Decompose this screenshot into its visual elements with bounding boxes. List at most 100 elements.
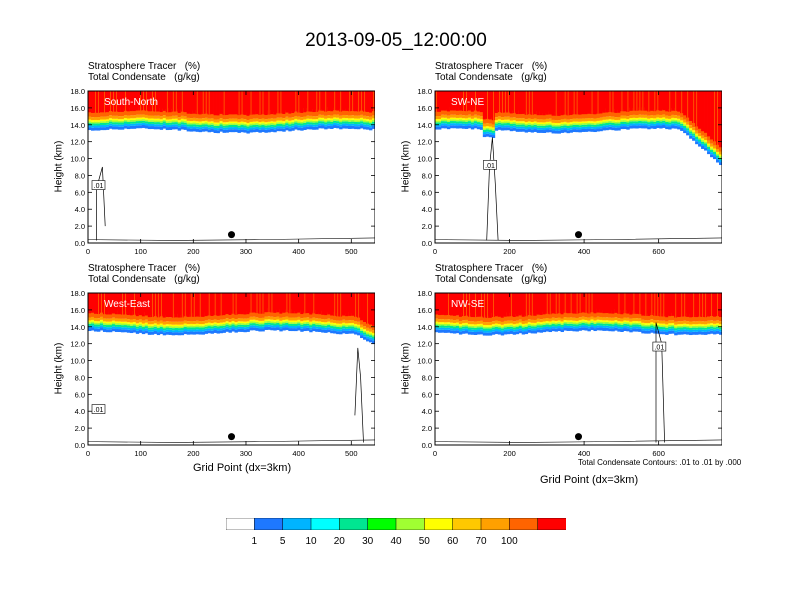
tracer-cell bbox=[512, 123, 517, 126]
tracer-cell bbox=[593, 322, 597, 324]
tracer-cell bbox=[572, 317, 576, 321]
tracer-cell bbox=[488, 315, 493, 323]
tracer-cell bbox=[569, 129, 573, 133]
y-tick-label: 4.0 bbox=[422, 407, 432, 416]
tracer-cell bbox=[560, 127, 564, 130]
tracer-cell bbox=[452, 326, 457, 329]
tracer-cell bbox=[225, 125, 229, 128]
tracer-cell bbox=[213, 324, 217, 326]
tracer-cell bbox=[707, 329, 711, 332]
tracer-cell bbox=[279, 322, 283, 325]
tracer-cell bbox=[572, 126, 576, 130]
tracer-cell bbox=[279, 122, 283, 125]
tracer-cell bbox=[138, 114, 143, 118]
tracer-cell bbox=[234, 124, 238, 128]
tracer-cell bbox=[518, 330, 523, 334]
tracer-cell bbox=[674, 118, 678, 120]
tracer-cell bbox=[219, 91, 223, 114]
tracer-cell bbox=[306, 327, 310, 331]
tracer-cell bbox=[461, 115, 466, 119]
tracer-cell bbox=[159, 323, 164, 326]
tracer-cell bbox=[276, 126, 280, 129]
ground-contour bbox=[434, 439, 722, 443]
tracer-cell bbox=[500, 332, 505, 336]
tracer-cell bbox=[470, 327, 475, 330]
tracer-cell bbox=[153, 126, 158, 130]
tracer-cell bbox=[213, 130, 217, 133]
tracer-cell bbox=[440, 293, 445, 315]
tracer-cell bbox=[473, 125, 478, 129]
tracer-cell bbox=[120, 327, 125, 330]
tracer-cell bbox=[647, 328, 651, 331]
tracer-cell bbox=[165, 321, 170, 325]
tracer-cell bbox=[557, 130, 561, 134]
tracer-cell bbox=[605, 127, 609, 131]
tracer-cell bbox=[240, 326, 244, 329]
tracer-cell bbox=[554, 128, 558, 131]
tracer-cell bbox=[243, 91, 247, 115]
tracer-cell bbox=[470, 329, 475, 332]
tracer-cell bbox=[662, 114, 666, 118]
tracer-cell bbox=[294, 115, 298, 119]
tracer-cell bbox=[713, 325, 717, 328]
tracer-cell bbox=[312, 116, 316, 120]
tracer-cell bbox=[644, 121, 648, 124]
tracer-cell bbox=[189, 124, 194, 127]
tracer-streak bbox=[681, 293, 683, 319]
tracer-cell bbox=[560, 91, 564, 116]
tracer-cell bbox=[614, 125, 618, 128]
tracer-cell bbox=[180, 324, 185, 327]
tracer-cell bbox=[159, 124, 164, 127]
tracer-cell bbox=[629, 323, 633, 326]
y-tick-label: 2.0 bbox=[422, 424, 432, 433]
tracer-cell bbox=[213, 325, 217, 328]
tracer-cell bbox=[348, 121, 352, 124]
tracer-cell bbox=[156, 332, 161, 336]
tracer-cell bbox=[357, 324, 361, 327]
figure-title: 2013-09-05_12:00:00 bbox=[305, 30, 487, 51]
tracer-cell bbox=[216, 130, 220, 134]
tracer-cell bbox=[689, 314, 693, 322]
tracer-cell bbox=[222, 314, 226, 320]
tracer-cell bbox=[225, 127, 229, 130]
tracer-cell bbox=[497, 325, 502, 328]
tracer-cell bbox=[327, 323, 331, 326]
tracer-cell bbox=[279, 320, 283, 323]
tracer-cell bbox=[147, 118, 152, 121]
tracer-cell bbox=[105, 329, 110, 333]
tracer-cell bbox=[581, 123, 585, 125]
tracer-cell bbox=[312, 124, 316, 127]
tracer-cell bbox=[503, 123, 508, 126]
tracer-cell bbox=[686, 321, 690, 325]
tracer-cell bbox=[488, 132, 493, 135]
tracer-cell bbox=[228, 325, 232, 328]
tracer-cell bbox=[366, 330, 370, 333]
tracer-cell bbox=[351, 123, 355, 126]
tracer-cell bbox=[581, 126, 585, 129]
tracer-cell bbox=[578, 123, 582, 126]
tracer-cell bbox=[716, 151, 720, 154]
tracer-cell bbox=[677, 110, 681, 116]
tracer-cell bbox=[126, 126, 131, 130]
colorbar-label: 50 bbox=[418, 536, 430, 547]
tracer-cell bbox=[210, 311, 214, 321]
tracer-cell bbox=[596, 323, 600, 326]
tracer-cell bbox=[291, 317, 295, 321]
y-tick-label: 6.0 bbox=[75, 188, 85, 197]
tracer-cell bbox=[183, 116, 188, 120]
tracer-cell bbox=[255, 322, 259, 324]
tracer-cell bbox=[351, 320, 355, 323]
tracer-cell bbox=[198, 325, 202, 328]
tracer-cell bbox=[276, 128, 280, 132]
tracer-cell bbox=[674, 332, 678, 336]
tracer-cell bbox=[437, 122, 442, 125]
tracer-cell bbox=[315, 124, 319, 127]
tracer-cell bbox=[186, 117, 191, 121]
tracer-cell bbox=[129, 119, 134, 122]
tracer-cell bbox=[96, 121, 101, 124]
tracer-cell bbox=[620, 121, 624, 125]
tracer-cell bbox=[569, 317, 573, 321]
tracer-cell bbox=[162, 324, 167, 327]
tracer-cell bbox=[515, 329, 520, 332]
tracer-streak bbox=[340, 293, 342, 319]
